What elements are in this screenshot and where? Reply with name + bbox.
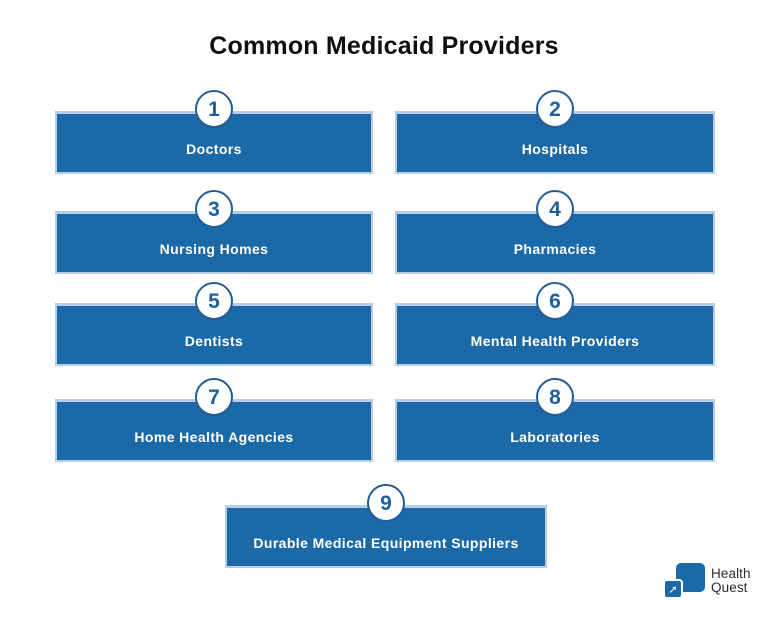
- number-badge: 9: [367, 484, 405, 522]
- provider-label: Doctors: [186, 141, 242, 157]
- provider-card-home-health: 7 Home Health Agencies: [55, 378, 373, 462]
- arrow-up-right-icon: ➚: [668, 582, 678, 596]
- provider-card-doctors: 1 Doctors: [55, 90, 373, 174]
- provider-card-hospitals: 2 Hospitals: [395, 90, 715, 174]
- provider-label: Laboratories: [510, 429, 600, 445]
- badge-number: 8: [549, 385, 561, 409]
- logo-arrow-square-icon: ➚: [663, 579, 683, 599]
- healthquest-logo-icon: ➚: [663, 563, 705, 599]
- number-badge: 5: [195, 282, 233, 320]
- badge-number: 5: [208, 289, 220, 313]
- badge-number: 7: [208, 385, 220, 409]
- healthquest-logo-text: Health Quest: [711, 565, 751, 595]
- badge-number: 2: [549, 97, 561, 121]
- provider-label: Mental Health Providers: [470, 333, 640, 349]
- provider-label: Nursing Homes: [159, 241, 269, 257]
- logo-text-line2: Quest: [711, 580, 748, 595]
- provider-label: Pharmacies: [513, 241, 597, 257]
- provider-card-pharmacies: 4 Pharmacies: [395, 190, 715, 274]
- provider-card-dentists: 5 Dentists: [55, 282, 373, 366]
- badge-number: 1: [208, 97, 220, 121]
- healthquest-logo: ➚ Health Quest: [663, 563, 751, 599]
- provider-label: Home Health Agencies: [134, 429, 294, 445]
- page-title: Common Medicaid Providers: [209, 32, 559, 60]
- provider-label: Durable Medical Equipment Suppliers: [253, 535, 519, 551]
- provider-label: Dentists: [184, 333, 244, 349]
- provider-card-nursing-homes: 3 Nursing Homes: [55, 190, 373, 274]
- badge-number: 6: [549, 289, 561, 313]
- number-badge: 1: [195, 90, 233, 128]
- badge-number: 3: [208, 197, 220, 221]
- number-badge: 3: [195, 190, 233, 228]
- badge-number: 4: [549, 197, 561, 221]
- badge-number: 9: [380, 491, 392, 515]
- number-badge: 7: [195, 378, 233, 416]
- provider-card-dme-suppliers: 9 Durable Medical Equipment Suppliers: [225, 484, 547, 568]
- number-badge: 2: [536, 90, 574, 128]
- number-badge: 6: [536, 282, 574, 320]
- logo-text-line1: Health: [711, 565, 751, 581]
- number-badge: 8: [536, 378, 574, 416]
- provider-label: Hospitals: [521, 141, 589, 157]
- provider-card-mental-health: 6 Mental Health Providers: [395, 282, 715, 366]
- provider-card-laboratories: 8 Laboratories: [395, 378, 715, 462]
- number-badge: 4: [536, 190, 574, 228]
